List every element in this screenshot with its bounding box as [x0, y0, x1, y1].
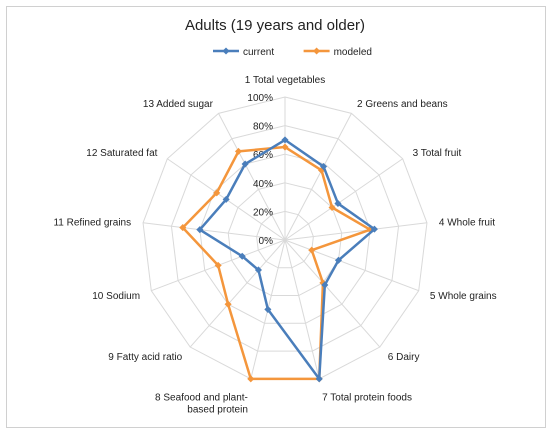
category-label: 9 Fatty acid ratio: [108, 352, 182, 363]
r-tick-label: 100%: [247, 93, 273, 104]
legend-label: modeled: [334, 47, 372, 58]
data-point-modeled: [213, 189, 221, 197]
chart-frame: [6, 6, 546, 428]
grid-spoke: [284, 113, 352, 241]
category-label: 5 Whole grains: [430, 291, 497, 302]
series-layer: [179, 136, 378, 383]
data-point-current: [222, 195, 230, 203]
legend-marker: [222, 47, 230, 55]
data-point-modeled: [179, 224, 187, 232]
data-point-current: [238, 252, 246, 260]
r-tick-label: 80%: [253, 122, 273, 133]
grid-spoke: [284, 239, 320, 379]
r-tick-label: 60%: [253, 150, 273, 161]
category-label: 1 Total vegetables: [245, 75, 325, 86]
grid-spoke: [284, 222, 428, 241]
r-tick-label: 0%: [259, 236, 274, 247]
data-point-current: [281, 136, 289, 144]
legend-marker: [313, 47, 321, 55]
data-point-modeled: [234, 147, 243, 155]
r-tick-label: 40%: [253, 179, 273, 190]
radial-tick-labels: 0% 20% 40% 60% 80% 100%: [247, 93, 273, 247]
data-point-current: [264, 305, 272, 313]
data-point-current: [241, 160, 249, 168]
data-point-current: [334, 256, 343, 264]
grid-spoke: [284, 239, 419, 292]
category-label: 13 Added sugar: [143, 99, 214, 110]
category-label: 11 Refined grains: [53, 217, 131, 228]
data-point-modeled: [281, 143, 289, 151]
category-label: 8 Seafood and plant-based protein: [155, 392, 248, 415]
category-labels: 1 Total vegetables 2 Greens and beans 3 To…: [53, 75, 496, 415]
grid-spoke: [284, 239, 381, 348]
data-point-current: [334, 199, 342, 207]
legend: current modeled: [213, 47, 372, 58]
series-line-modeled: [181, 145, 372, 381]
data-point-modeled: [328, 203, 336, 212]
legend-label: current: [243, 47, 274, 58]
category-label: 4 Whole fruit: [439, 217, 495, 228]
grid-ring: [170, 125, 400, 352]
chart-title: Adults (19 years and older): [185, 17, 365, 34]
data-point-current: [196, 226, 204, 234]
data-point-current: [321, 281, 329, 289]
grid-spoke: [142, 222, 286, 241]
grid-spoke: [189, 239, 286, 348]
data-point-modeled: [247, 375, 255, 383]
data-point-current: [320, 163, 328, 171]
category-label: 7 Total protein foods: [322, 392, 412, 403]
data-point-current: [370, 225, 378, 233]
category-label: 3 Total fruit: [413, 148, 462, 159]
data-point-current: [315, 375, 323, 383]
category-label: 6 Dairy: [388, 352, 420, 363]
category-label: 12 Saturated fat: [86, 148, 157, 159]
data-point-modeled: [224, 300, 232, 308]
grid-spoke: [218, 113, 286, 241]
grid-spoke: [284, 158, 403, 241]
r-tick-label: 20%: [253, 207, 273, 218]
grid-ring: [227, 182, 343, 297]
category-label: 10 Sodium: [92, 291, 140, 302]
category-label: 2 Greens and beans: [357, 99, 448, 110]
series-line-current: [198, 138, 376, 381]
data-point-modeled: [308, 246, 316, 254]
grid-ring: [256, 210, 314, 269]
data-point-modeled: [214, 261, 222, 269]
